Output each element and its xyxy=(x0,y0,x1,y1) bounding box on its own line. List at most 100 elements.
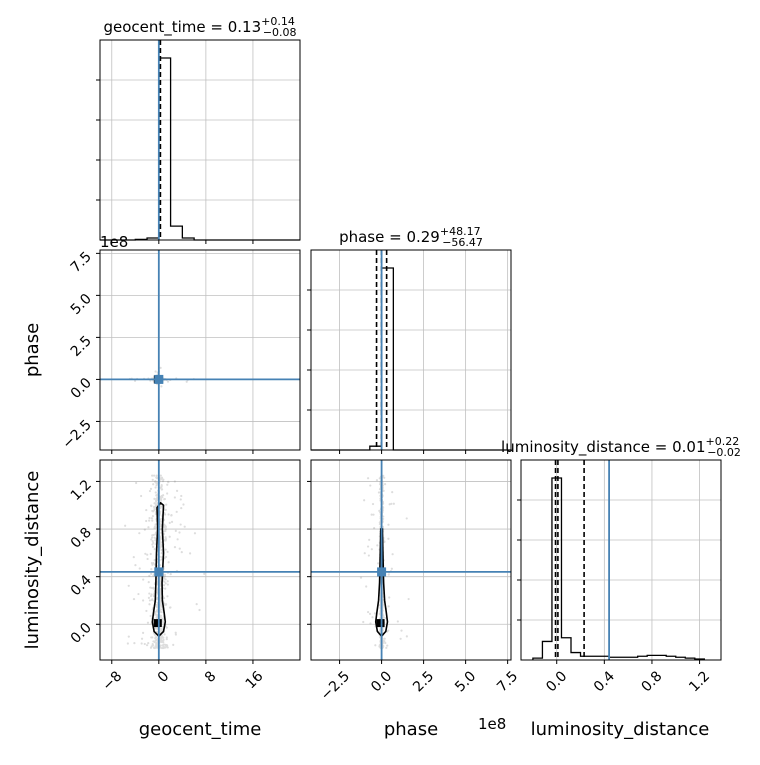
scatter-geocent_time-vs-luminosity_distance-sample-point xyxy=(146,553,149,556)
scatter-geocent_time-vs-luminosity_distance-sample-point xyxy=(163,573,167,577)
scatter-phase-vs-luminosity_distance-sample-point xyxy=(370,513,373,516)
scatter-geocent_time-vs-luminosity_distance-sample-point xyxy=(159,601,162,605)
scatter-phase-vs-luminosity_distance-sample-point xyxy=(387,629,390,632)
scatter-geocent_time-vs-phase-ytick-label-0: −2.5 xyxy=(59,417,94,452)
scatter-geocent_time-vs-luminosity_distance-sample-point xyxy=(155,610,158,613)
scatter-geocent_time-vs-luminosity_distance-sample-point xyxy=(156,496,159,499)
scatter-geocent_time-vs-phase-sample-point xyxy=(166,380,170,383)
scatter-geocent_time-vs-luminosity_distance-sample-point xyxy=(159,575,162,579)
scatter-phase-vs-luminosity_distance-sample-point xyxy=(405,517,408,520)
scatter-geocent_time-vs-luminosity_distance-sample-point xyxy=(149,614,152,618)
scatter-phase-vs-luminosity_distance-sample-point xyxy=(382,616,385,619)
scatter-geocent_time-vs-luminosity_distance-sample-point xyxy=(154,626,157,629)
scatter-geocent_time-vs-luminosity_distance-sample-point xyxy=(152,587,155,590)
scatter-geocent_time-vs-luminosity_distance-sample-point xyxy=(150,572,153,575)
scatter-geocent_time-vs-luminosity_distance-sample-point xyxy=(162,643,165,646)
scatter-geocent_time-vs-luminosity_distance-sample-point xyxy=(160,629,163,632)
scatter-geocent_time-vs-luminosity_distance-sample-point xyxy=(159,588,162,591)
scatter-geocent_time-vs-luminosity_distance-sample-point xyxy=(153,559,156,562)
scatter-geocent_time-vs-luminosity_distance-sample-point xyxy=(165,644,168,648)
scatter-geocent_time-vs-luminosity_distance-sample-point xyxy=(153,613,156,616)
scatter-geocent_time-vs-luminosity_distance-sample-point xyxy=(162,621,165,624)
scatter-geocent_time-vs-luminosity_distance-contour xyxy=(151,501,167,638)
scatter-geocent_time-vs-luminosity_distance-sample-point xyxy=(148,516,151,520)
scatter-geocent_time-vs-luminosity_distance-sample-point xyxy=(149,594,153,598)
scatter-geocent_time-vs-luminosity_distance-sample-point xyxy=(148,603,151,606)
scatter-geocent_time-vs-luminosity_distance-sample-point xyxy=(153,497,156,500)
scatter-phase-vs-luminosity_distance-sample-point xyxy=(378,644,381,647)
scatter-geocent_time-vs-luminosity_distance-sample-point xyxy=(151,563,154,566)
scatter-geocent_time-vs-luminosity_distance-sample-point xyxy=(162,641,165,644)
scatter-geocent_time-vs-luminosity_distance-sample-point xyxy=(159,535,162,539)
scatter-geocent_time-vs-luminosity_distance-sample-point xyxy=(153,525,157,528)
scatter-geocent_time-vs-luminosity_distance-sample-point xyxy=(166,580,169,583)
scatter-phase-vs-luminosity_distance-sample-point xyxy=(369,622,372,625)
scatter-geocent_time-vs-luminosity_distance-sample-point xyxy=(164,525,168,528)
scatter-phase-vs-luminosity_distance-sample-point xyxy=(387,573,390,576)
scatter-phase-vs-luminosity_distance-sample-point xyxy=(388,503,391,506)
scatter-geocent_time-vs-luminosity_distance-sample-point xyxy=(159,597,163,600)
scatter-geocent_time-vs-luminosity_distance-sample-point xyxy=(159,593,162,596)
scatter-geocent_time-vs-luminosity_distance-sample-point xyxy=(150,504,153,508)
scatter-geocent_time-vs-luminosity_distance-sample-point xyxy=(154,491,157,494)
scatter-geocent_time-vs-luminosity_distance-sample-point xyxy=(154,480,157,483)
scatter-geocent_time-vs-luminosity_distance-sample-point xyxy=(168,606,172,609)
title-geocent_time: geocent_time = 0.13+0.14 −0.08 xyxy=(103,15,296,39)
scatter-geocent_time-vs-luminosity_distance-sample-point xyxy=(154,512,157,516)
scatter-geocent_time-vs-luminosity_distance-sample-point xyxy=(166,550,169,553)
scatter-geocent_time-vs-luminosity_distance-sample-point xyxy=(164,582,167,585)
ylabel-luminosity_distance: luminosity_distance xyxy=(22,471,43,650)
scatter-phase-vs-luminosity_distance-sample-point xyxy=(382,616,386,619)
scatter-geocent_time-vs-luminosity_distance-sample-point xyxy=(153,640,156,644)
scatter-geocent_time-vs-luminosity_distance-sample-point xyxy=(148,599,152,602)
scatter-geocent_time-vs-luminosity_distance-sample-point xyxy=(163,538,167,541)
scatter-geocent_time-vs-luminosity_distance-sample-point xyxy=(160,634,163,637)
scatter-geocent_time-vs-luminosity_distance-sample-point xyxy=(159,537,163,540)
scatter-geocent_time-vs-luminosity_distance-sample-point xyxy=(155,476,158,479)
scatter-geocent_time-vs-luminosity_distance-sample-point xyxy=(159,616,163,619)
scatter-geocent_time-vs-luminosity_distance-sample-point xyxy=(162,478,165,481)
scatter-geocent_time-vs-luminosity_distance-sample-point xyxy=(154,531,158,534)
scatter-geocent_time-vs-luminosity_distance-sample-point xyxy=(160,646,164,650)
scatter-geocent_time-vs-luminosity_distance-sample-point xyxy=(160,520,163,523)
title-minus-phase: −56.47 xyxy=(442,236,483,249)
scatter-geocent_time-vs-luminosity_distance-ytick-label-0: 0.0 xyxy=(68,620,95,647)
scatter-geocent_time-vs-luminosity_distance-sample-point xyxy=(159,498,163,501)
scatter-geocent_time-vs-luminosity_distance-sample-point xyxy=(155,613,158,616)
scatter-geocent_time-vs-luminosity_distance-sample-point xyxy=(141,631,145,634)
scatter-geocent_time-vs-luminosity_distance-sample-point xyxy=(164,644,167,647)
scatter-geocent_time-vs-luminosity_distance-sample-point xyxy=(161,620,164,623)
scatter-geocent_time-vs-luminosity_distance-sample-point xyxy=(152,533,155,537)
scatter-geocent_time-vs-phase-ytick-label-3: 5.0 xyxy=(68,291,95,318)
hist-luminosity_distance-frame xyxy=(520,459,722,661)
scatter-geocent_time-vs-luminosity_distance-sample-point xyxy=(159,590,162,593)
phase-xaxis-offset-text: 1e8 xyxy=(478,715,506,733)
scatter-geocent_time-vs-phase-sample-point xyxy=(154,370,157,373)
scatter-geocent_time-vs-luminosity_distance-sample-point xyxy=(162,645,165,649)
ylabel-phase: phase xyxy=(22,323,43,377)
scatter-geocent_time-vs-luminosity_distance-sample-point xyxy=(160,636,163,639)
scatter-geocent_time-vs-luminosity_distance-sample-point xyxy=(169,606,172,609)
scatter-geocent_time-vs-luminosity_distance-sample-point xyxy=(153,613,156,616)
scatter-geocent_time-vs-luminosity_distance-sample-point xyxy=(154,533,157,536)
scatter-phase-vs-luminosity_distance-sample-point xyxy=(405,635,408,638)
scatter-phase-vs-luminosity_distance-sample-point xyxy=(407,597,410,601)
scatter-geocent_time-vs-luminosity_distance-sample-point xyxy=(150,538,153,541)
scatter-phase-vs-luminosity_distance-sample-point xyxy=(392,502,395,505)
hist-luminosity_distance-xtick-label-0: 0.0 xyxy=(543,668,570,695)
scatter-geocent_time-vs-luminosity_distance-sample-point xyxy=(153,502,156,505)
scatter-geocent_time-vs-luminosity_distance-sample-point xyxy=(152,562,155,565)
xlabel-luminosity_distance: luminosity_distance xyxy=(531,719,710,740)
scatter-phase-vs-luminosity_distance-sample-point xyxy=(382,645,385,648)
scatter-geocent_time-vs-luminosity_distance-sample-point xyxy=(159,478,162,481)
scatter-geocent_time-vs-luminosity_distance-sample-point xyxy=(162,636,165,639)
scatter-geocent_time-vs-luminosity_distance-sample-point xyxy=(162,584,166,587)
scatter-geocent_time-vs-luminosity_distance-sample-point xyxy=(159,524,163,527)
scatter-geocent_time-vs-luminosity_distance-sample-point xyxy=(159,614,162,618)
scatter-geocent_time-vs-luminosity_distance-sample-point xyxy=(145,519,148,523)
scatter-geocent_time-vs-luminosity_distance-sample-point xyxy=(132,555,135,559)
scatter-geocent_time-vs-luminosity_distance-sample-point xyxy=(165,644,168,647)
scatter-phase-vs-luminosity_distance-sample-point xyxy=(362,620,365,624)
scatter-geocent_time-vs-luminosity_distance-truth-marker xyxy=(154,567,164,577)
scatter-phase-vs-luminosity_distance-xtick-label-2: 2.5 xyxy=(410,668,437,695)
